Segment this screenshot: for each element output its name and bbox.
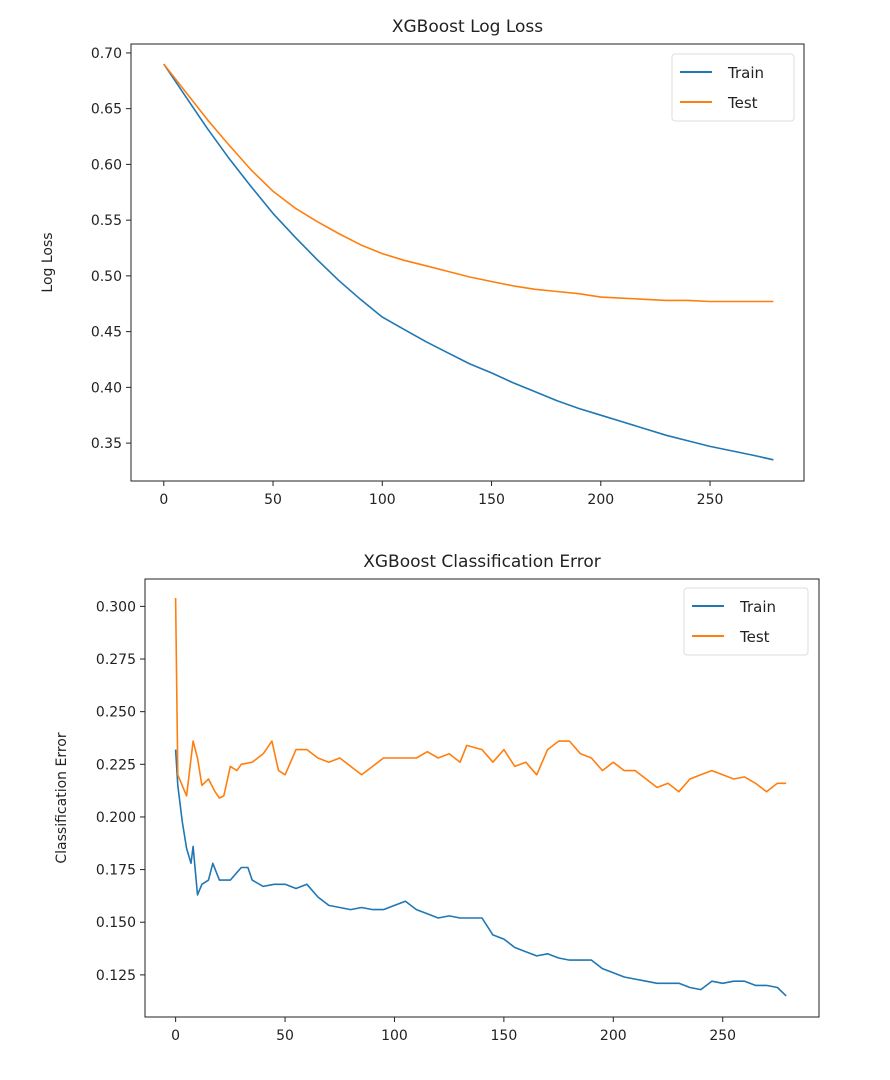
y-tick-label: 0.40 (91, 380, 122, 396)
legend-label-train: Train (739, 598, 776, 616)
x-tick-label: 200 (587, 492, 614, 508)
legend: Train Test (683, 587, 809, 656)
y-tick-label: 0.35 (91, 436, 122, 452)
series-line-test (163, 63, 774, 303)
axes-frame (144, 578, 820, 1018)
x-tick-label: 150 (491, 1028, 518, 1044)
x-tick-label: 0 (159, 492, 168, 508)
y-tick-label: 0.125 (96, 968, 136, 984)
legend-label-train: Train (727, 64, 764, 82)
chart-1: XGBoost Log Loss Log Loss 0 50 100 150 200 250 0… (40, 17, 805, 508)
axes-frame (130, 43, 805, 482)
y-tick-label: 0.300 (96, 599, 136, 615)
x-tick-label: 250 (697, 492, 724, 508)
series-line-test (174, 597, 787, 799)
y-axis-label: Classification Error (54, 732, 70, 863)
y-tick-label: 0.55 (91, 213, 122, 229)
x-tick-label: 250 (709, 1028, 736, 1044)
x-tick-label: 150 (478, 492, 505, 508)
legend-label-test: Test (739, 628, 770, 646)
x-tick-label: 50 (264, 492, 282, 508)
x-tick-label: 0 (171, 1028, 180, 1044)
y-tick-label: 0.45 (91, 325, 122, 341)
y-axis-label: Log Loss (40, 232, 56, 292)
y-tick-label: 0.70 (91, 46, 122, 62)
y-tick-label: 0.50 (91, 269, 122, 285)
y-tick-label: 0.60 (91, 157, 122, 173)
chart-title: XGBoost Classification Error (363, 552, 601, 572)
y-tick-label: 0.150 (96, 915, 136, 931)
x-tick-label: 50 (276, 1028, 294, 1044)
legend: Train Test (671, 53, 795, 122)
y-tick-label: 0.65 (91, 102, 122, 118)
legend-label-test: Test (727, 94, 758, 112)
chart-title: XGBoost Log Loss (392, 17, 543, 37)
legend-box (683, 587, 809, 656)
y-tick-label: 0.225 (96, 757, 136, 773)
chart-2: XGBoost Classification Error Classificati… (54, 552, 820, 1044)
x-tick-label: 200 (600, 1028, 627, 1044)
y-tick-label: 0.175 (96, 863, 136, 879)
x-tick-label: 100 (381, 1028, 408, 1044)
y-tick-label: 0.200 (96, 810, 136, 826)
series-line-train (163, 63, 774, 461)
series-line-train (174, 749, 787, 997)
legend-box (671, 53, 795, 122)
x-tick-label: 100 (369, 492, 396, 508)
y-tick-label: 0.275 (96, 652, 136, 668)
y-tick-label: 0.250 (96, 705, 136, 721)
